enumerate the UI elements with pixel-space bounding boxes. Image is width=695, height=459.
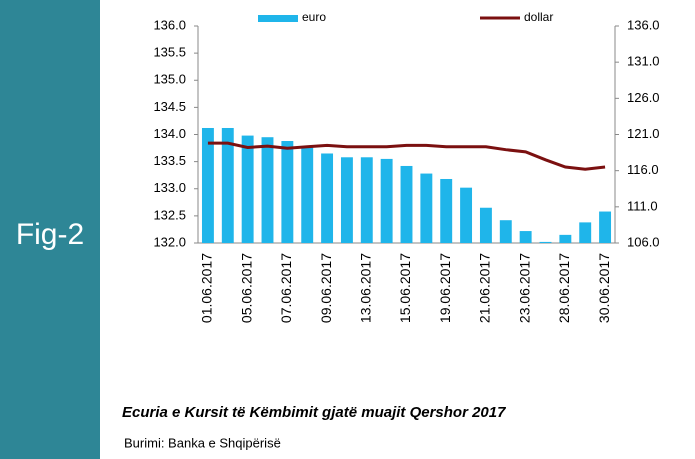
legend-swatch (258, 15, 298, 22)
x-tick-label: 23.06.2017 (516, 253, 532, 323)
bar (241, 135, 254, 243)
legend-label: dollar (524, 10, 553, 24)
x-tick-label: 28.06.2017 (556, 253, 572, 323)
side-panel (0, 0, 100, 459)
bar (261, 137, 274, 243)
x-tick-label: 07.06.2017 (278, 253, 294, 323)
plot: 132.0 132.5 133.0 133.5 134.0 134.5 135.0 135.5… (153, 10, 659, 323)
y2-tick-label: 126.0 (627, 90, 660, 105)
bar (380, 158, 393, 243)
y-tick-label: 132.0 (153, 234, 186, 249)
x-tick-label: 15.06.2017 (397, 253, 413, 323)
bar (579, 222, 592, 243)
y2-tick-label: 136.0 (627, 17, 660, 32)
y-tick-label: 135.0 (153, 72, 186, 87)
y2-tick-label: 121.0 (627, 126, 660, 141)
y-tick-label: 134.5 (153, 99, 186, 114)
y2-tick-label: 111.0 (627, 198, 658, 213)
x-tick-label: 21.06.2017 (477, 253, 493, 323)
x-tick-label: 13.06.2017 (357, 253, 373, 323)
y-tick-label: 133.5 (153, 153, 186, 168)
y-tick-label: 135.5 (153, 45, 186, 60)
x-tick-label: 19.06.2017 (437, 253, 453, 323)
bar (400, 165, 413, 243)
y-tick-label: 133.0 (153, 180, 186, 195)
bar (479, 207, 492, 243)
x-tick-label: 05.06.2017 (238, 253, 254, 323)
figure-label: Fig-2 (16, 218, 84, 251)
x-tick-label: 01.06.2017 (199, 253, 215, 323)
bar (301, 146, 314, 243)
bar (340, 157, 353, 243)
caption: Ecuria e Kursit të Këmbimit gjatë muajit… (122, 404, 506, 421)
bar (599, 211, 612, 243)
x-tick-label: 09.06.2017 (318, 253, 334, 323)
bar (201, 127, 214, 243)
bar (499, 220, 512, 243)
source: Burimi: Banka e Shqipërisë (124, 435, 281, 450)
bar (539, 241, 552, 243)
bar (281, 141, 294, 243)
y2-tick-label: 116.0 (627, 162, 659, 177)
bar (460, 187, 473, 243)
bar (321, 153, 334, 243)
line (207, 141, 606, 171)
bar (360, 157, 373, 243)
y2-tick-label: 131.0 (627, 54, 660, 69)
bar (420, 173, 433, 243)
legend-label: euro (302, 10, 326, 24)
x-tick-label: 30.06.2017 (596, 253, 612, 323)
y-tick-label: 134.0 (153, 126, 186, 141)
bar (559, 234, 572, 243)
y-tick-label: 132.5 (153, 207, 186, 222)
y2-tick-label: 106.0 (627, 234, 660, 249)
bar (221, 127, 234, 243)
y-tick-label: 136.0 (153, 17, 186, 32)
bar (519, 231, 532, 243)
bar (440, 178, 453, 243)
